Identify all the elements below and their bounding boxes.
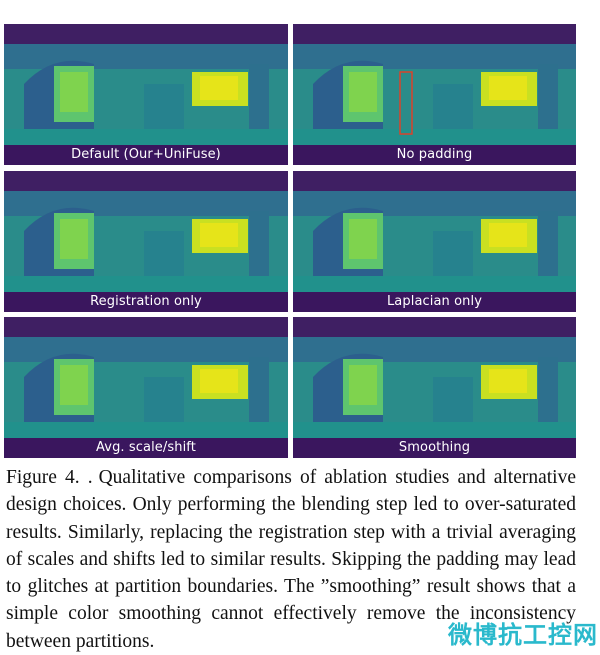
panel-default: Default (Our+UniFuse) [4, 24, 288, 165]
panel-avg-scale-shift: Avg. scale/shift [4, 317, 288, 458]
depth-map-image [4, 317, 288, 438]
depth-map-image [4, 171, 288, 292]
highlight-box [399, 71, 413, 135]
panel-label: Registration only [4, 292, 288, 312]
panel-registration-only: Registration only [4, 171, 288, 312]
watermark-text: 微博抗工控网 [448, 620, 598, 649]
panel-no-padding: No padding [293, 24, 576, 165]
depth-map-image [4, 24, 288, 145]
caption-figure-number: Figure 4. . [6, 467, 93, 488]
figure-caption: Figure 4. . Qualitative comparisons of ab… [6, 464, 576, 655]
panel-label: No padding [293, 145, 576, 165]
panel-smoothing: Smoothing [293, 317, 576, 458]
caption-text: Qualitative comparisons of ablation stud… [6, 467, 576, 652]
panel-laplacian-only: Laplacian only [293, 171, 576, 312]
depth-map-image [293, 171, 576, 292]
panel-label: Avg. scale/shift [4, 438, 288, 458]
panel-label: Laplacian only [293, 292, 576, 312]
panel-label: Default (Our+UniFuse) [4, 145, 288, 165]
depth-map-image [293, 24, 576, 145]
figure-grid: Default (Our+UniFuse) No padding [4, 24, 576, 458]
panel-label: Smoothing [293, 438, 576, 458]
depth-map-image [293, 317, 576, 438]
site-watermark: 微博抗工控网 [420, 612, 598, 652]
